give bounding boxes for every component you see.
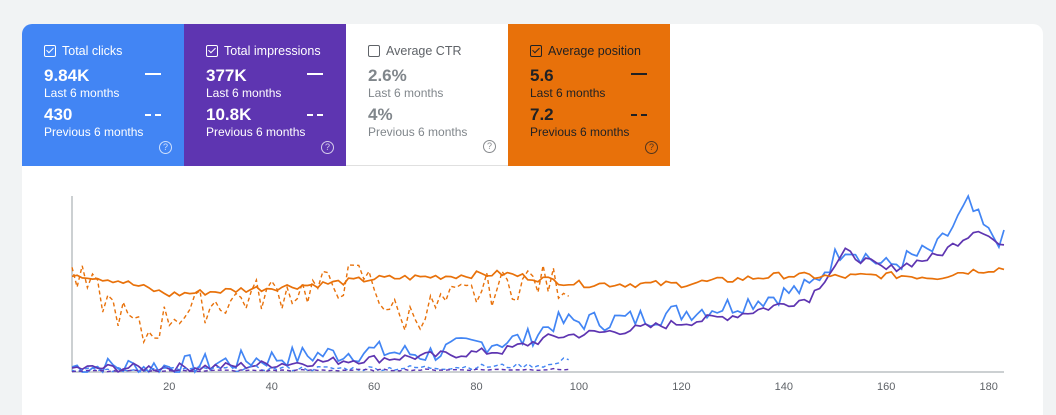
x-tick-label: 20: [163, 381, 175, 393]
metric-total-impressions[interactable]: Total impressions 377K Last 6 months 10.…: [184, 24, 346, 166]
metric-current-value: 9.84K: [44, 66, 90, 85]
performance-chart[interactable]: 20 40 60 80 100 120 140 160 180: [22, 184, 1043, 415]
impressions-current-line: [71, 230, 1005, 373]
checkbox-icon[interactable]: [44, 45, 56, 57]
metric-current-period: Last 6 months: [368, 86, 444, 100]
metric-current-period: Last 6 months: [44, 86, 120, 100]
position-current-line: [71, 267, 1005, 298]
metric-current-value: 2.6%: [368, 66, 407, 85]
x-tick-label: 180: [979, 381, 997, 393]
metric-previous-period: Previous 6 months: [206, 125, 306, 139]
x-tick-label: 60: [368, 381, 380, 393]
checkbox-icon[interactable]: [368, 45, 380, 57]
x-tick-label: 120: [672, 381, 690, 393]
x-tick-label: 80: [470, 381, 482, 393]
metric-average-ctr[interactable]: Average CTR 2.6% Last 6 months 4% Previo…: [346, 24, 508, 166]
metric-previous-value: 430: [44, 105, 73, 124]
x-tick-label: 160: [877, 381, 895, 393]
help-icon[interactable]: ?: [483, 140, 496, 153]
metric-current-value: 377K: [206, 66, 247, 85]
clicks-previous-line: [71, 357, 569, 373]
help-icon[interactable]: ?: [159, 141, 172, 154]
checkbox-icon[interactable]: [206, 45, 218, 57]
x-tick-label: 140: [775, 381, 793, 393]
help-icon[interactable]: ?: [645, 141, 658, 154]
metric-current-value: 5.6: [530, 66, 554, 85]
metric-current-period: Last 6 months: [206, 86, 282, 100]
position-previous-line: [71, 264, 570, 345]
metric-label: Total clicks: [62, 44, 123, 58]
metric-previous-value: 10.8K: [206, 105, 252, 124]
metric-average-position[interactable]: Average position 5.6 Last 6 months 7.2 P…: [508, 24, 670, 166]
dashed-line-legend-icon: [307, 114, 323, 116]
metric-label: Total impressions: [224, 44, 321, 58]
metric-header: Average position: [530, 43, 670, 59]
metric-previous-value: 4%: [368, 105, 393, 124]
metric-current-period: Last 6 months: [530, 86, 606, 100]
metric-total-clicks[interactable]: Total clicks 9.84K Last 6 months 430 Pre…: [22, 24, 184, 166]
x-tick-label: 100: [570, 381, 588, 393]
x-tick-label: 40: [266, 381, 278, 393]
metric-previous-value: 7.2: [530, 105, 554, 124]
metric-label: Average CTR: [386, 44, 462, 58]
clicks-current-line: [71, 193, 1005, 374]
metric-header: Total clicks: [44, 43, 184, 59]
performance-card: Total clicks 9.84K Last 6 months 430 Pre…: [22, 24, 1043, 415]
checkbox-icon[interactable]: [530, 45, 542, 57]
metric-label: Average position: [548, 44, 641, 58]
metric-previous-period: Previous 6 months: [44, 125, 144, 139]
solid-line-legend-icon: [145, 73, 161, 75]
dashed-line-legend-icon: [631, 114, 647, 116]
dashed-line-legend-icon: [145, 114, 161, 116]
metric-previous-period: Previous 6 months: [368, 125, 468, 139]
metric-header: Average CTR: [368, 43, 508, 59]
metric-tabs: Total clicks 9.84K Last 6 months 430 Pre…: [22, 24, 670, 166]
metric-header: Total impressions: [206, 43, 346, 59]
metric-previous-period: Previous 6 months: [530, 125, 630, 139]
help-icon[interactable]: ?: [321, 141, 334, 154]
solid-line-legend-icon: [307, 73, 323, 75]
solid-line-legend-icon: [631, 73, 647, 75]
